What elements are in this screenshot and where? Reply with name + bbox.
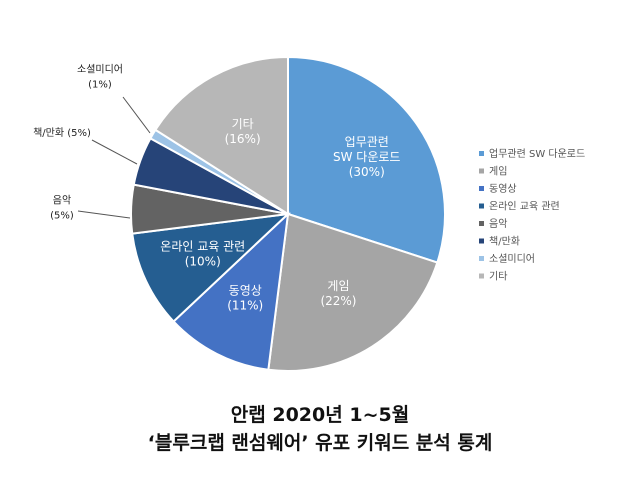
legend-swatch: [479, 238, 484, 244]
data-label: 음악: [53, 195, 71, 207]
data-label: (16%): [225, 132, 261, 146]
legend-swatch: [479, 186, 484, 191]
chart-title-line-1: 안랩 2020년 1~5월: [230, 404, 410, 426]
data-label: 동영상: [229, 283, 262, 297]
legend-swatch: [479, 273, 484, 279]
legend-entry: 소셜미디어: [489, 253, 535, 265]
leader-line: [122, 96, 151, 134]
data-label: 게임: [327, 279, 349, 293]
data-label: 소셜미디어: [77, 64, 123, 76]
data-label: (11%): [227, 298, 263, 312]
legend-entry: 온라인 교육 관련: [489, 201, 560, 213]
pie-slice: [154, 55, 289, 216]
legend-swatch: [479, 168, 484, 174]
legend-entry: 동영상: [489, 183, 517, 195]
pie-slice: [131, 212, 291, 323]
data-label: (30%): [349, 165, 385, 179]
data-label: (1%): [88, 80, 112, 91]
legend-entry: 게임: [489, 165, 507, 178]
pie-slice: [172, 211, 290, 371]
legend-entry: 음악: [489, 218, 507, 230]
data-label: SW 다운로드: [333, 150, 400, 164]
pie-slice: [267, 212, 439, 372]
data-label: 온라인 교육 관련: [160, 240, 245, 254]
data-label: 기타: [232, 117, 254, 131]
data-label: (5%): [50, 211, 74, 222]
legend-swatch: [479, 256, 484, 261]
leader-line: [91, 139, 138, 165]
legend-entry: 업무관련 SW 다운로드: [489, 147, 585, 160]
data-label: (10%): [185, 255, 221, 269]
legend-swatch: [479, 221, 484, 226]
legend-entry: 기타: [489, 271, 507, 283]
chart-title-line-2: ‘블루크랩 랜섬웨어’ 유포 키워드 분석 통계: [147, 432, 493, 454]
leader-line: [77, 210, 131, 219]
data-label: 책/만화 (5%): [33, 127, 91, 139]
legend-swatch: [479, 151, 484, 156]
pie-slice: [287, 55, 446, 264]
legend-entry: 책/만화: [489, 236, 520, 248]
data-label: (22%): [320, 294, 356, 308]
legend-swatch: [479, 203, 484, 209]
data-label: 업무관련: [345, 135, 389, 149]
